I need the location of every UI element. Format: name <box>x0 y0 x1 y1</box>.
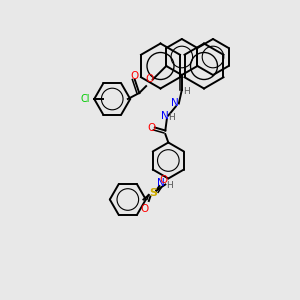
Text: N: N <box>157 178 165 188</box>
Text: S: S <box>149 188 157 199</box>
Text: Cl: Cl <box>80 94 90 104</box>
Text: H: H <box>183 87 190 96</box>
Text: O: O <box>145 74 153 85</box>
Text: H: H <box>168 112 175 122</box>
Text: O: O <box>140 203 148 214</box>
Text: H: H <box>167 181 173 190</box>
Text: N: N <box>161 110 169 121</box>
Text: O: O <box>130 71 139 81</box>
Text: O: O <box>147 122 155 133</box>
Text: O: O <box>160 175 168 185</box>
Text: N: N <box>171 98 179 109</box>
